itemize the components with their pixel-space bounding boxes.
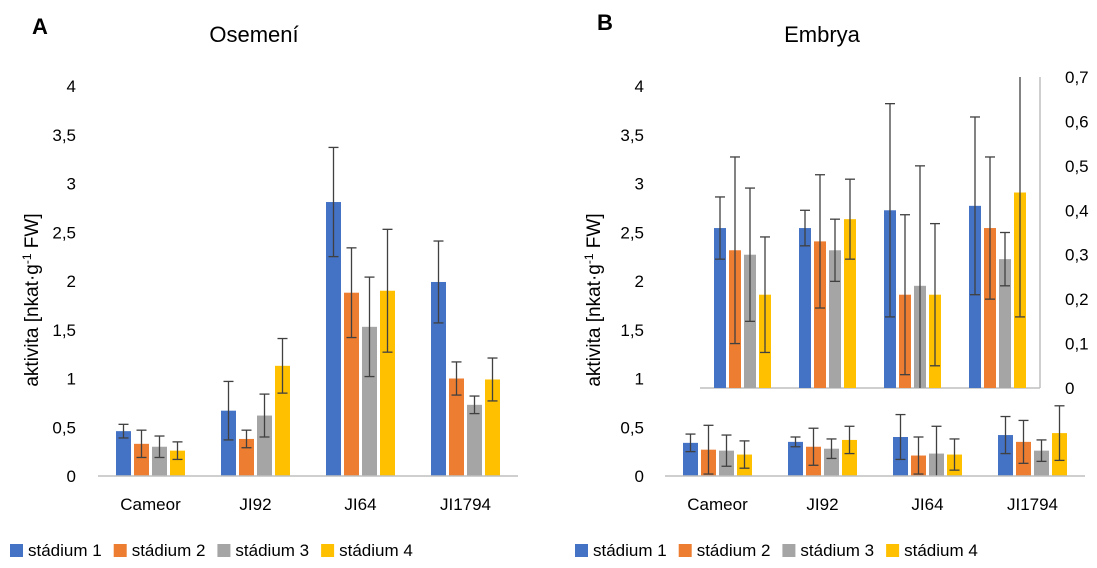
panel-b-title: Embrya: [784, 22, 861, 47]
panel-a-bar-4-4: [485, 379, 500, 476]
panel-a-y-tick-label: 1,5: [52, 321, 76, 340]
panel-a-legend-swatch-1: [10, 544, 23, 557]
panel-a-letter: A: [32, 14, 48, 39]
panel-b-y-tick-label: 3,5: [620, 126, 644, 145]
panel-a-title: Osemení: [209, 22, 298, 47]
panel-b-y-tick-label: 4: [635, 77, 644, 96]
panel-b-bar-3-4: [1034, 450, 1049, 476]
panel-b-y-tick-label: 0: [635, 467, 644, 486]
panel-b-bar-1-2: [788, 441, 803, 476]
panel-a-y-tick-label: 0,5: [52, 418, 76, 437]
panel-a-category-label: JI1794: [440, 495, 491, 514]
panel-a-y-tick-label: 3: [67, 175, 76, 194]
panel-b-legend-label-1: stádium 1: [593, 541, 667, 560]
panel-a-legend: stádium 1 stádium 2 stádium 3 stádium 4: [10, 541, 413, 560]
panel-b-y-tick-label: 2,5: [620, 223, 644, 242]
panel-a-legend-label-4: stádium 4: [339, 541, 413, 560]
panel-b-legend-swatch-1: [575, 544, 588, 557]
panel-b-legend-swatch-4: [886, 544, 900, 557]
panel-a-bar-3-2: [257, 415, 272, 476]
panel-a-y-tick-label: 1: [67, 370, 76, 389]
panel-a-bar-2-4: [449, 378, 464, 476]
panel-b-right-tick-label: 0,6: [1065, 112, 1089, 131]
panel-b-right-tick-label: 0: [1065, 379, 1074, 398]
panel-b-right-tick-label: 0,4: [1065, 201, 1089, 220]
panel-a-y-ticks: 0 0,5 1 1,5 2 2,5 3 3,5 4: [52, 77, 76, 486]
panel-a-legend-swatch-3: [217, 544, 231, 557]
panel-b-right-tick-label: 0,1: [1065, 335, 1089, 354]
panel-b-bar-3-2: [824, 448, 839, 476]
panel-a-bar-2-3: [344, 292, 359, 476]
panel-b-legend-swatch-2: [678, 544, 692, 557]
panel-a-y-tick-label: 2: [67, 272, 76, 291]
panel-a-bar-1-3: [326, 202, 341, 476]
panel-a-category-label: JI64: [344, 495, 376, 514]
panel-b-right-tick-label: 0,5: [1065, 157, 1089, 176]
panel-a-legend-swatch-4: [321, 544, 335, 557]
panel-b-inset-bar-1-1: [714, 228, 726, 388]
panel-a-y-tick-label: 2,5: [52, 223, 76, 242]
panel-b-categories: Cameor JI92 JI64 JI1794: [687, 495, 1058, 514]
panel-b-bar-1-4: [998, 435, 1013, 476]
panel-b-y-tick-label: 2: [635, 272, 644, 291]
panel-b-category-label: JI64: [911, 495, 943, 514]
panel-a-bar-3-4: [467, 404, 482, 476]
panel-b-y-tick-label: 1: [635, 370, 644, 389]
panel-b-inset-bar-1-4: [969, 205, 981, 388]
panel-a-bar-1-2: [221, 410, 236, 476]
panel-b-category-label: JI92: [806, 495, 838, 514]
panel-a-bar-3-3: [362, 326, 377, 476]
panel-a-y-tick-label: 4: [67, 77, 76, 96]
panel-b-bar-4-2: [842, 439, 857, 476]
panel-a-y-tick-label: 3,5: [52, 126, 76, 145]
panel-a-categories: Cameor JI92 JI64 JI1794: [120, 495, 491, 514]
panel-b-inset: 0 0,1 0,2 0,3 0,4 0,5 0,6 0,7: [700, 68, 1089, 398]
panel-b-ylabel: aktivita [nkat·g-1 FW]: [582, 213, 605, 386]
panel-a-bar-1-1: [116, 431, 131, 476]
panel-a-legend-label-1: stádium 1: [28, 541, 102, 560]
panel-b-category-label: JI1794: [1007, 495, 1058, 514]
panel-a-category-label: Cameor: [120, 495, 181, 514]
panel-b-y-tick-label: 1,5: [620, 321, 644, 340]
panel-a-category-label: JI92: [239, 495, 271, 514]
panel-b-inset-bar-2-2: [814, 241, 826, 388]
panel-a-bars: [116, 146, 500, 476]
panel-a-legend-label-2: stádium 2: [132, 541, 206, 560]
panel-a-bar-4-3: [380, 290, 395, 476]
panel-b-right-tick-label: 0,2: [1065, 290, 1089, 309]
panel-a-ylabel: aktivita [nkat·g-1 FW]: [20, 213, 43, 386]
panel-a-bar-4-1: [170, 450, 185, 476]
panel-b-legend-label-2: stádium 2: [697, 541, 771, 560]
panel-b-inset-bar-2-4: [984, 228, 996, 388]
panel-b-inset-bar-4-2: [844, 219, 856, 388]
panel-b-legend: stádium 1 stádium 2 stádium 3 stádium 4: [575, 541, 978, 560]
panel-b-letter: B: [597, 10, 613, 35]
panel-b-right-tick-label: 0,7: [1065, 68, 1089, 87]
panel-a-y-tick-label: 0: [67, 467, 76, 486]
panel-b-y-tick-label: 3: [635, 175, 644, 194]
panel-b: B Embrya aktivita [nkat·g-1 FW] 0 0,5 1 1,5…: [575, 10, 1089, 560]
panel-a-bar-3-1: [152, 446, 167, 476]
panel-b-legend-swatch-3: [782, 544, 796, 557]
panel-a-bar-2-1: [134, 443, 149, 476]
panel-b-legend-label-4: stádium 4: [904, 541, 978, 560]
panel-a-bar-1-4: [431, 281, 446, 476]
panel-b-inset-bar-1-2: [799, 228, 811, 388]
panel-b-right-tick-label: 0,3: [1065, 246, 1089, 265]
panel-b-category-label: Cameor: [687, 495, 748, 514]
panel-a: A Osemení aktivita [nkat·g-1 FW] 0 0,5 1 1,…: [10, 14, 518, 560]
panel-b-inset-bar-3-4: [999, 259, 1011, 388]
panel-a-legend-label-3: stádium 3: [235, 541, 309, 560]
panel-b-bars: [683, 405, 1067, 476]
panel-a-legend-swatch-2: [113, 544, 127, 557]
panel-b-inset-background: [700, 75, 1040, 388]
panel-b-y-tick-label: 0,5: [620, 418, 644, 437]
panel-b-y-ticks: 0 0,5 1 1,5 2 2,5 3 3,5 4: [620, 77, 644, 486]
panel-b-legend-label-3: stádium 3: [800, 541, 874, 560]
panel-b-inset-bar-3-2: [829, 250, 841, 388]
